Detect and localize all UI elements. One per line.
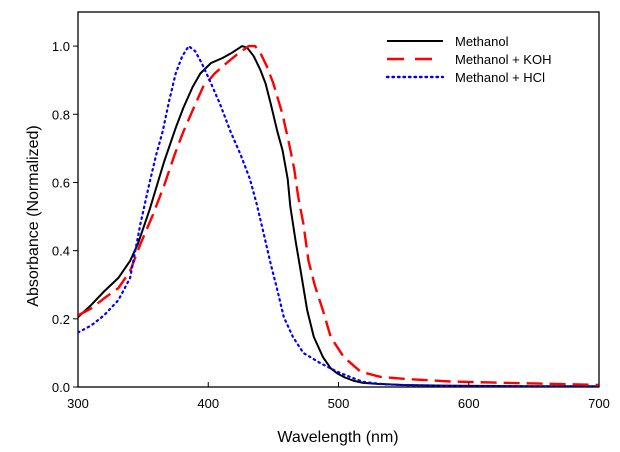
y-tick-label: 0.0 bbox=[52, 380, 70, 395]
series-layer bbox=[78, 44, 599, 387]
x-axis: 300 400 500 600 700 bbox=[67, 382, 610, 411]
y-tick-label: 1.0 bbox=[52, 39, 70, 54]
x-tick-label: 700 bbox=[588, 396, 610, 411]
legend-item: Methanol + KOH bbox=[387, 52, 551, 67]
series-line-methanol-hcl bbox=[78, 44, 599, 387]
series-line-methanol bbox=[78, 45, 599, 387]
y-axis-title: Absorbance (Normalized) bbox=[25, 125, 42, 306]
series-line-methanol-koh bbox=[78, 44, 599, 387]
y-tick-label: 0.2 bbox=[52, 312, 70, 327]
x-tick-label: 600 bbox=[458, 396, 480, 411]
legend-item: Methanol + HCl bbox=[385, 70, 545, 85]
y-tick-label: 0.8 bbox=[52, 107, 70, 122]
x-axis-title: Wavelength (nm) bbox=[277, 429, 398, 446]
plot-frame bbox=[77, 11, 600, 388]
legend-label: Methanol + HCl bbox=[455, 70, 545, 85]
x-tick-label: 300 bbox=[67, 396, 89, 411]
legend: Methanol Methanol + KOH Methanol + HCl bbox=[385, 34, 551, 85]
x-tick-label: 400 bbox=[197, 396, 219, 411]
y-axis: 0.0 0.2 0.4 0.6 0.8 1.0 bbox=[52, 39, 78, 395]
plot-border bbox=[77, 11, 600, 388]
x-tick-label: 500 bbox=[328, 396, 350, 411]
legend-item: Methanol bbox=[387, 34, 509, 49]
y-tick-label: 0.4 bbox=[52, 244, 70, 259]
y-tick-label: 0.6 bbox=[52, 175, 70, 190]
legend-label: Methanol bbox=[455, 34, 509, 49]
legend-label: Methanol + KOH bbox=[455, 52, 551, 67]
